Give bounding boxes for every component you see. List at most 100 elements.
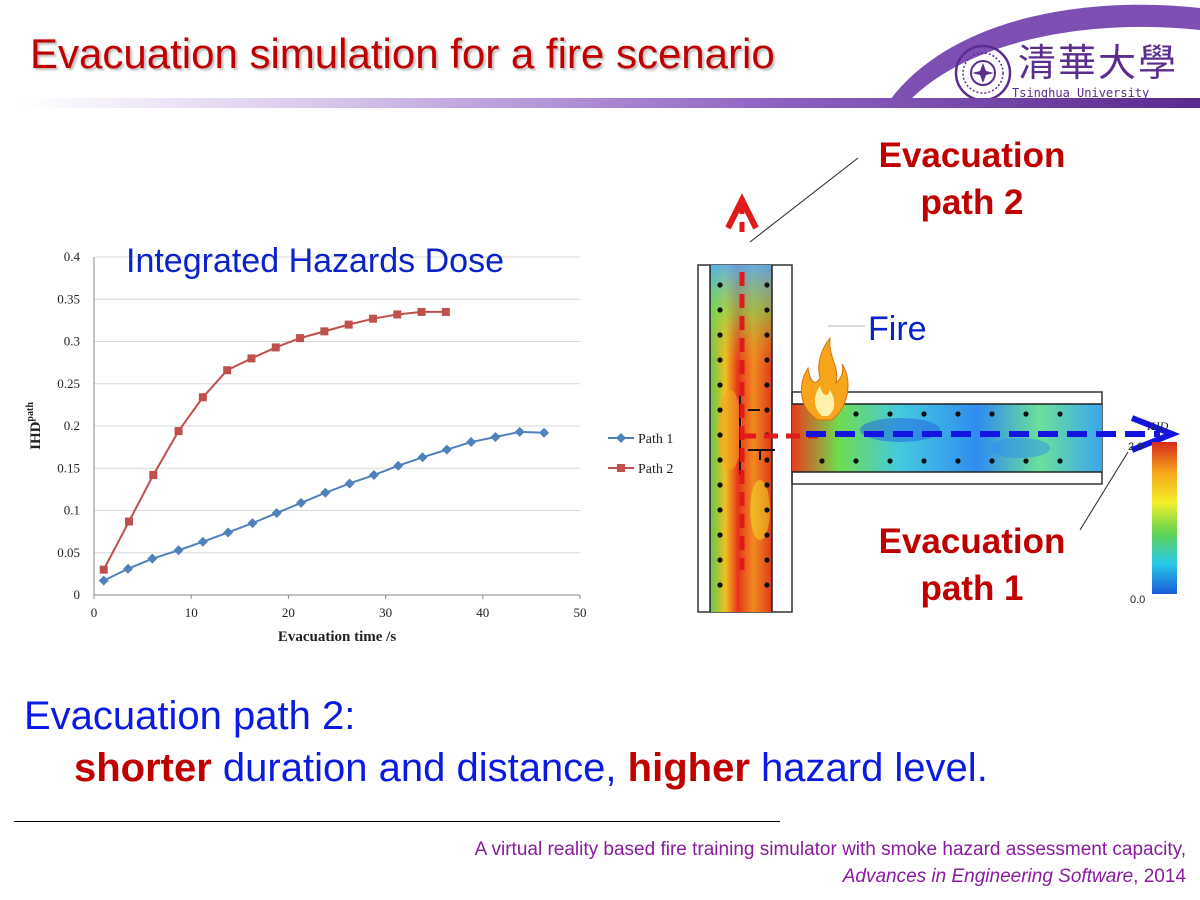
y-tick-label: 0.1	[64, 503, 80, 518]
colorbar-top-value: 2.0	[1128, 441, 1143, 453]
y-tick-label: 0	[74, 587, 81, 602]
data-point	[539, 427, 550, 438]
data-point	[149, 471, 158, 480]
callout-path2-line2: path 2	[920, 183, 1024, 222]
colorbar-bottom-value: 0.0	[1130, 594, 1145, 606]
occupant-dot	[764, 282, 770, 288]
data-point	[417, 307, 426, 316]
reference-journal-line: Advances in Engineering Software, 2014	[475, 863, 1186, 890]
data-point	[197, 536, 208, 547]
data-point	[441, 444, 452, 455]
callout-evacuation-path-1: Evacuation path 1	[862, 518, 1082, 612]
y-tick-label: 0.2	[64, 418, 80, 433]
x-tick-label: 0	[91, 605, 98, 620]
ihd-colorbar	[1152, 442, 1177, 594]
university-seal-icon	[954, 44, 1012, 102]
occupant-dot	[717, 557, 723, 563]
x-tick-label: 30	[379, 605, 392, 620]
data-point	[247, 354, 256, 363]
university-name-english: Tsinghua University	[1012, 86, 1150, 100]
y-axis-label: IHDpath	[25, 402, 44, 450]
colorbar-label: IHD	[1146, 419, 1169, 433]
x-tick-label: 10	[185, 605, 198, 620]
legend-marker	[616, 433, 626, 443]
y-tick-label: 0.15	[57, 460, 80, 475]
data-point	[344, 320, 353, 329]
simulation-panel: IHD 2.0 0.0	[697, 157, 1181, 613]
occupant-dot	[764, 357, 770, 363]
data-point	[514, 426, 525, 437]
occupant-dot	[764, 532, 770, 538]
occupant-dot	[819, 458, 825, 464]
occupant-dot	[921, 458, 927, 464]
occupant-dot	[1023, 458, 1029, 464]
path2-leader-line	[749, 157, 859, 243]
occupant-dot	[717, 382, 723, 388]
data-point	[320, 487, 331, 498]
emphasis-higher: higher	[627, 746, 750, 790]
occupant-dot	[764, 582, 770, 588]
data-point	[320, 327, 329, 336]
ihd-line-chart: 0 0.05 0.1 0.15 0.2 0.25 0.3 0.35 0.4 0 10 20 30 40 50…	[25, 249, 673, 645]
conclusion-text-1: duration and distance,	[211, 746, 628, 790]
conclusion-text-2: hazard level.	[749, 746, 988, 790]
data-point	[490, 431, 501, 442]
x-tick-label: 20	[282, 605, 295, 620]
occupant-dot	[955, 411, 961, 417]
fire-label: Fire	[868, 310, 927, 348]
occupant-dot	[717, 357, 723, 363]
data-point	[296, 497, 307, 508]
y-tick-label: 0.35	[57, 291, 80, 306]
data-point	[466, 437, 477, 448]
occupant-dot	[764, 382, 770, 388]
fire-icon	[800, 336, 849, 421]
reference-divider	[14, 821, 780, 822]
occupant-dot	[717, 282, 723, 288]
data-point	[99, 565, 108, 574]
occupant-dot	[717, 332, 723, 338]
y-tick-label: 0.05	[57, 545, 80, 560]
conclusion-line-1: Evacuation path 2:	[24, 694, 356, 738]
path1-arrow-head	[1130, 415, 1181, 453]
data-point	[247, 518, 258, 529]
data-point	[223, 366, 232, 375]
x-tick-label: 40	[476, 605, 489, 620]
callout-path1-line1: Evacuation	[878, 522, 1066, 561]
data-point	[223, 527, 234, 538]
legend-label: Path 2	[638, 462, 673, 477]
occupant-dot	[717, 432, 723, 438]
callout-evacuation-path-2: Evacuation path 2	[862, 132, 1082, 226]
occupant-dot	[989, 458, 995, 464]
slide-title: Evacuation simulation for a fire scenari…	[30, 30, 775, 77]
occupant-dot	[921, 411, 927, 417]
occupant-dot	[764, 482, 770, 488]
data-point	[417, 452, 428, 463]
legend-label: Path 1	[638, 432, 673, 447]
callout-path1-line2: path 1	[920, 569, 1024, 608]
occupant-dot	[1023, 411, 1029, 417]
data-point	[344, 478, 355, 489]
occupant-dot	[764, 332, 770, 338]
occupant-dot	[717, 582, 723, 588]
occupant-dot	[717, 507, 723, 513]
data-point	[173, 545, 184, 556]
data-point	[124, 517, 133, 526]
occupant-dot	[717, 307, 723, 313]
data-point	[198, 393, 207, 402]
data-point	[271, 343, 280, 352]
y-tick-label: 0.25	[57, 376, 80, 391]
occupant-dot	[764, 407, 770, 413]
path1-leader-line	[1079, 451, 1129, 531]
reference-journal: Advances in Engineering Software	[842, 866, 1134, 887]
chart-title: Integrated Hazards Dose	[126, 242, 504, 280]
occupant-dot	[717, 407, 723, 413]
occupant-dot	[764, 457, 770, 463]
reference-year: , 2014	[1133, 866, 1186, 887]
y-tick-label: 0.3	[64, 334, 80, 349]
x-tick-label: 50	[574, 605, 587, 620]
legend-marker	[617, 464, 625, 472]
data-point	[147, 553, 158, 564]
header-swoosh	[890, 4, 1200, 100]
occupant-dot	[764, 507, 770, 513]
conclusion-text: Evacuation path 2: shorter duration and …	[24, 690, 988, 794]
